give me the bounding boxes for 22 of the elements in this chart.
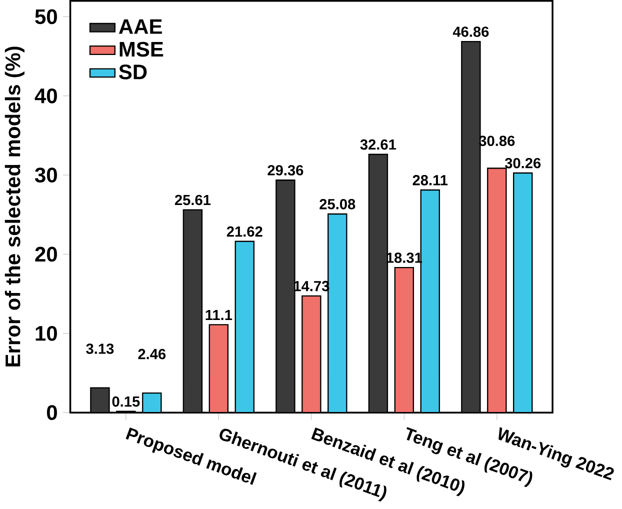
data-label: 3.13	[86, 344, 114, 354]
y-tick-label: 50	[35, 9, 57, 24]
data-label: 25.08	[320, 199, 356, 210]
data-label: 29.36	[268, 165, 304, 176]
data-label: 11.1	[206, 310, 232, 320]
y-tick-label: 20	[35, 246, 57, 262]
y-tick-label: 40	[34, 88, 57, 104]
data-label: 25.61	[174, 194, 211, 206]
legend-label: AAE	[118, 19, 162, 34]
legend-label: MSE	[120, 42, 164, 57]
data-label: 46.86	[452, 26, 489, 37]
y-tick-label: 0	[46, 405, 57, 420]
data-label: 32.61	[360, 139, 396, 150]
data-label: 0.15	[112, 396, 140, 407]
data-label: 2.46	[138, 348, 166, 360]
y-tick-label: 10	[36, 326, 57, 341]
legend-label: SD	[119, 64, 147, 80]
data-label: 30.26	[504, 158, 541, 168]
y-axis-title: Error of the selected models (%)	[4, 46, 24, 366]
y-tick-label: 30	[34, 168, 57, 183]
data-label: 28.11	[412, 175, 448, 186]
data-label: 21.62	[226, 226, 262, 237]
